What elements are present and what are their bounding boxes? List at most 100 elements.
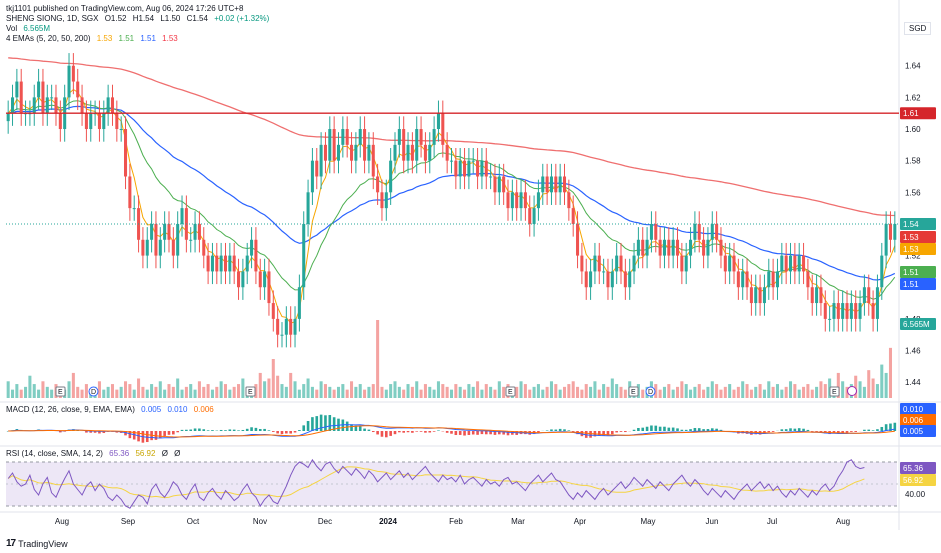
macd-hist-bar xyxy=(185,429,188,431)
volume-bar xyxy=(658,389,662,398)
volume-bar xyxy=(467,384,471,398)
candle-body xyxy=(141,239,145,256)
volume-bar xyxy=(184,386,188,398)
macd-hist-bar xyxy=(480,431,484,435)
volume-bar xyxy=(45,386,49,398)
candle-body xyxy=(610,271,614,288)
volume-bar xyxy=(176,378,180,398)
volume-bar xyxy=(680,381,684,398)
volume-bar xyxy=(580,389,584,398)
volume-bar xyxy=(276,375,280,398)
macd-hist-bar xyxy=(376,431,379,435)
volume-bar xyxy=(37,389,41,398)
volume-bar xyxy=(471,386,475,398)
candle-body xyxy=(719,239,723,256)
volume-bar xyxy=(819,381,823,398)
macd-hist-bar xyxy=(419,431,423,432)
volume-bar xyxy=(775,384,779,398)
candle-body xyxy=(150,223,154,240)
ema50-value: 1.51 xyxy=(140,34,156,43)
candle-body xyxy=(267,271,271,304)
ema20-value: 1.51 xyxy=(118,34,135,43)
macd-hist-bar xyxy=(589,431,592,438)
volume-bar xyxy=(815,386,819,398)
volume-bar xyxy=(693,386,697,398)
currency-button[interactable]: SGD xyxy=(904,22,932,35)
footer-brand-text: TradingView xyxy=(18,538,68,549)
volume-bar xyxy=(788,381,793,398)
volume-bar xyxy=(697,384,701,398)
volume-bar xyxy=(350,381,354,398)
macd-label: MACD (12, 26, close, 9, EMA, EMA) xyxy=(6,405,135,414)
macd-hist-bar xyxy=(402,431,405,433)
macd-hist-bar xyxy=(415,431,419,432)
candle-body xyxy=(862,287,866,304)
macd-hist-bar xyxy=(641,427,645,431)
macd-hist-bar xyxy=(819,431,823,433)
volume-bar xyxy=(302,384,306,398)
time-axis-label: Sep xyxy=(121,517,136,526)
macd-hist-bar xyxy=(241,429,245,431)
candle-body xyxy=(571,208,575,224)
volume-bar xyxy=(367,386,371,398)
candle-body xyxy=(463,160,467,177)
macd-hist-bar xyxy=(697,428,701,431)
candle-body xyxy=(775,271,779,288)
time-axis-label: 2024 xyxy=(379,517,397,526)
hline-price-tag: 1.61 xyxy=(903,109,919,118)
candle-body xyxy=(671,239,675,256)
candle-body xyxy=(754,287,758,304)
candle-body xyxy=(76,81,80,98)
volume-bar xyxy=(615,384,619,398)
volume-bar xyxy=(128,384,132,398)
volume-bar xyxy=(593,381,597,398)
candle-body xyxy=(219,255,223,272)
candle-body xyxy=(441,113,445,145)
macd-hist-bar xyxy=(202,429,206,431)
volume-bar xyxy=(28,375,32,398)
price-tag-ema50: 1.51 xyxy=(903,280,919,289)
candle-body xyxy=(154,223,158,256)
volume-bar xyxy=(762,389,766,398)
candle-body xyxy=(593,255,597,272)
volume-bar xyxy=(523,384,527,398)
macd-hist-bar xyxy=(554,429,558,431)
ohlc-change: +0.02 (+1.32%) xyxy=(214,14,270,23)
rsi-extra-1: Ø xyxy=(161,449,168,458)
candle-body xyxy=(319,144,323,177)
volume-bar xyxy=(297,389,301,398)
macd-hist-bar xyxy=(306,421,310,431)
dividend-flash-icon xyxy=(847,386,857,396)
macd-hist-bar xyxy=(632,429,636,431)
candle-body xyxy=(658,239,662,256)
volume-bar xyxy=(258,372,262,398)
candle-body xyxy=(428,144,432,161)
volume-bar xyxy=(237,384,241,398)
candle-body xyxy=(258,271,262,288)
macd-hist-bar xyxy=(680,429,684,431)
price-tick-label: 1.56 xyxy=(905,188,921,197)
candle-body xyxy=(667,239,671,256)
volume-bar xyxy=(684,384,688,398)
volume-bar xyxy=(84,384,88,398)
candle-body xyxy=(845,303,849,319)
candle-body xyxy=(254,239,258,272)
macd-hist-bar xyxy=(124,431,127,436)
candle-body xyxy=(762,287,766,304)
volume-bar xyxy=(515,386,519,398)
volume-bar xyxy=(406,384,410,398)
volume-bar xyxy=(163,389,167,398)
macd-hist-bar xyxy=(619,431,623,432)
volume-bar xyxy=(767,381,771,398)
macd-hist-bar xyxy=(432,431,436,432)
event-marker-label: E xyxy=(508,389,513,396)
candle-body xyxy=(528,208,532,224)
event-marker-label: E xyxy=(248,389,253,396)
candle-body xyxy=(810,287,814,304)
candle-body xyxy=(549,176,553,193)
macd-hist-bar xyxy=(445,431,449,433)
volume-bar xyxy=(797,389,801,398)
candle-body xyxy=(788,255,793,272)
candle-body xyxy=(336,144,341,161)
